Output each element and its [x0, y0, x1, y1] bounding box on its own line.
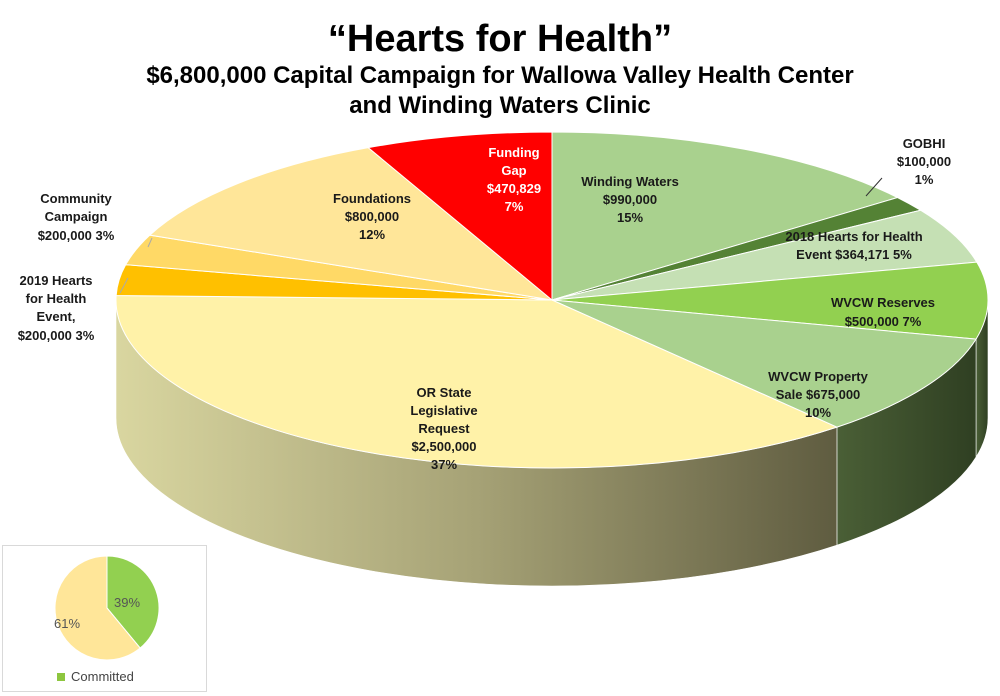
label-community-campaign: Community Campaign $200,000 3%: [38, 191, 115, 243]
label-winding-waters: Winding Waters $990,000 15%: [581, 174, 679, 225]
slice-or-state-legislative-request: [115, 294, 839, 469]
label-gobhi: GOBHI $100,000 1%: [897, 136, 951, 187]
slice-foundations: [148, 147, 554, 301]
label-foundations: Foundations $800,000 12%: [333, 191, 411, 242]
inset-slice-remaining: [54, 555, 141, 661]
page-title: “Hearts for Health”: [327, 18, 673, 60]
slice-winding-waters: [551, 131, 899, 301]
leader-line-hearts2019: [119, 277, 129, 294]
committed-inset-chart: 39% 61% Committed: [2, 545, 207, 692]
pie-side-walls: [115, 299, 989, 587]
committed-pie: 39% 61%: [54, 555, 160, 661]
slice-funding-gap: [367, 131, 553, 302]
leader-line-community: [147, 237, 153, 248]
inset-legend: Committed: [57, 669, 134, 684]
label-funding-gap: Funding Gap $470,829 7%: [487, 145, 541, 214]
inset-label-remaining: 61%: [54, 616, 80, 631]
label-hearts-2019: 2019 Hearts for Health Event, $200,000 3%: [18, 273, 95, 343]
inset-label-committed: 39%: [114, 595, 140, 610]
leader-lines: [119, 177, 883, 294]
page-subtitle-line2: and Winding Waters Clinic: [349, 92, 651, 119]
inset-slice-committed: [106, 555, 160, 649]
pie-slices: [115, 131, 989, 469]
label-wvcw-property: WVCW Property Sale $675,000 10%: [768, 369, 868, 420]
label-hearts-2018: 2018 Hearts for Health Event $364,171 5%: [785, 229, 922, 262]
label-wvcw-reserves: WVCW Reserves $500,000 7%: [831, 295, 935, 329]
inset-pie-slices: [54, 555, 160, 661]
svg-text:WVCW Reserves$500,000 7%: WVCW Reserves $500,000 7%: [831, 295, 935, 329]
slice-wvcw-property-sale: [551, 299, 977, 428]
legend-label-committed: Committed: [71, 669, 134, 684]
legend-swatch-committed: [57, 673, 65, 681]
leader-line-gobhi: [865, 177, 883, 197]
slice-wvcw-reserves: [551, 261, 989, 340]
slice-2018-hearts-for-health-event: [551, 209, 978, 301]
label-or-state: OR State Legislative Request $2,500,000 37%: [410, 385, 477, 472]
page-subtitle-line1: $6,800,000 Capital Campaign for Wallowa …: [146, 62, 854, 89]
